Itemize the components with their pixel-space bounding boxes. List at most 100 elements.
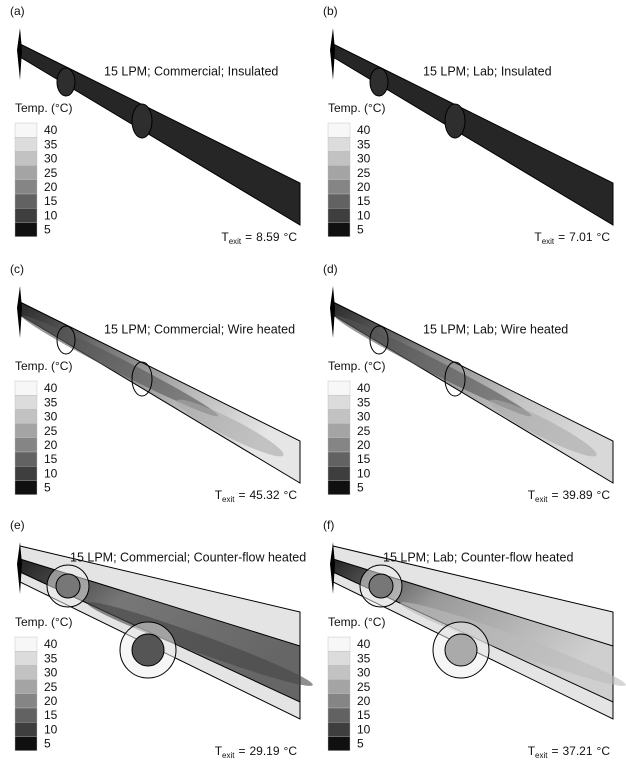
exit-equals: =	[238, 744, 245, 758]
exit-unit: °C	[284, 488, 298, 502]
legend-tick-label: 25	[44, 166, 58, 180]
exit-equals: =	[558, 230, 565, 244]
legend-tick-label: 35	[357, 395, 371, 409]
exit-temperature: Texit=29.19°C	[215, 744, 298, 760]
panel-label: (b)	[323, 4, 338, 18]
panel-title: 15 LPM; Commercial; Counter-flow heated	[70, 550, 306, 564]
legend-tick-label: 30	[44, 152, 58, 166]
legend-swatch	[15, 381, 37, 395]
exit-unit: °C	[284, 230, 298, 244]
pipe-contour	[330, 542, 626, 719]
legend-swatch	[328, 438, 350, 452]
exit-value: 8.59	[256, 230, 280, 244]
legend-swatch	[328, 680, 350, 694]
panel: (e) 15 LPM; Commercial; Counter-flow heat…	[10, 518, 316, 760]
panel: (f)15 LPM; Lab; Counter-flow heatedTemp.…	[323, 518, 626, 760]
legend-swatch	[15, 651, 37, 665]
legend-swatch	[15, 137, 37, 151]
legend-swatch	[15, 208, 37, 222]
legend-tick-label: 5	[44, 737, 51, 751]
legend-tick-label: 15	[44, 452, 58, 466]
legend-swatch	[15, 736, 37, 750]
legend-tick-label: 5	[357, 481, 364, 495]
legend-tick-label: 10	[44, 466, 58, 480]
legend-tick-label: 20	[357, 180, 371, 194]
legend-swatch	[328, 708, 350, 722]
legend-swatch	[328, 694, 350, 708]
legend-swatch	[328, 452, 350, 466]
legend-tick-label: 15	[357, 194, 371, 208]
legend-swatch	[15, 637, 37, 651]
pipe-contour	[330, 28, 613, 225]
panel-label: (d)	[323, 262, 338, 276]
legend-title: Temp. (°C)	[15, 101, 72, 115]
legend-title: Temp. (°C)	[328, 101, 385, 115]
nozzle	[17, 28, 22, 80]
exit-equals: =	[238, 488, 245, 502]
exit-temperature: Texit=7.01°C	[534, 230, 610, 246]
exit-value: 37.21	[563, 744, 593, 758]
panel-label: (e)	[10, 518, 25, 532]
legend-tick-label: 35	[44, 137, 58, 151]
exit-equals: =	[245, 230, 252, 244]
legend-swatch	[328, 637, 350, 651]
legend-swatch	[328, 137, 350, 151]
exit-subscript: exit	[222, 495, 235, 504]
legend-tick-label: 30	[44, 666, 58, 680]
legend-swatch	[15, 166, 37, 180]
panel-label: (c)	[10, 262, 24, 276]
legend-tick-label: 40	[357, 637, 371, 651]
legend-swatch	[15, 222, 37, 236]
legend-tick-label: 15	[357, 452, 371, 466]
legend-swatch	[328, 180, 350, 194]
legend-tick-label: 20	[44, 180, 58, 194]
legend-swatch	[15, 438, 37, 452]
exit-subscript: exit	[229, 237, 242, 246]
exit-unit: °C	[597, 488, 611, 502]
exit-unit: °C	[284, 744, 298, 758]
exit-subscript: exit	[222, 751, 235, 760]
legend-tick-label: 20	[44, 438, 58, 452]
legend-tick-label: 15	[44, 194, 58, 208]
legend-tick-label: 10	[44, 722, 58, 736]
legend-swatch	[328, 208, 350, 222]
legend-tick-label: 10	[357, 208, 371, 222]
legend-tick-label: 10	[44, 208, 58, 222]
legend-swatch	[15, 680, 37, 694]
legend-tick-label: 30	[357, 152, 371, 166]
panel-label: (f)	[323, 518, 334, 532]
legend-swatch	[328, 123, 350, 137]
legend-tick-label: 5	[357, 737, 364, 751]
legend-swatch	[15, 395, 37, 409]
legend-tick-label: 15	[357, 708, 371, 722]
legend-tick-label: 35	[44, 651, 58, 665]
legend-tick-label: 20	[357, 438, 371, 452]
legend-tick-label: 30	[357, 666, 371, 680]
legend-swatch	[15, 480, 37, 494]
legend-tick-label: 5	[357, 223, 364, 237]
joint	[132, 104, 152, 138]
legend-swatch	[328, 736, 350, 750]
legend-swatch	[15, 194, 37, 208]
legend-swatch	[328, 194, 350, 208]
exit-subscript: exit	[535, 495, 548, 504]
exit-temperature: Texit=8.59°C	[221, 230, 297, 246]
legend-tick-label: 25	[357, 166, 371, 180]
legend-swatch	[15, 180, 37, 194]
ring	[445, 634, 477, 666]
pipe-contour	[330, 286, 613, 483]
legend-swatch	[15, 452, 37, 466]
legend-swatch	[328, 395, 350, 409]
legend-tick-label: 25	[357, 680, 371, 694]
legend-tick-label: 35	[44, 395, 58, 409]
legend-swatch	[15, 466, 37, 480]
exit-value: 39.89	[563, 488, 593, 502]
legend-tick-label: 25	[357, 424, 371, 438]
joint	[57, 68, 75, 96]
legend-swatch	[328, 381, 350, 395]
legend-tick-label: 30	[44, 410, 58, 424]
legend-title: Temp. (°C)	[328, 359, 385, 373]
panel-title: 15 LPM; Lab; Wire heated	[423, 322, 568, 336]
